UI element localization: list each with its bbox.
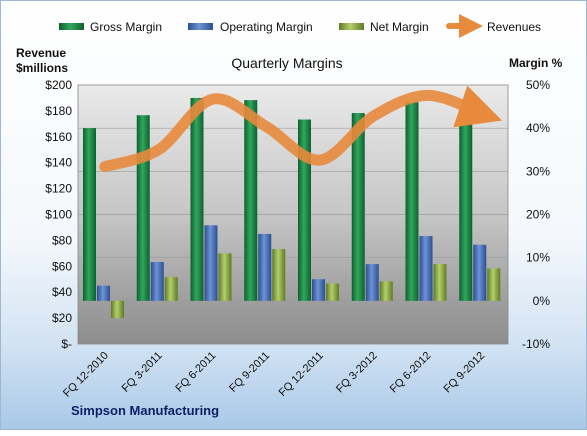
revenues-point-fq-9-2012 [480,112,482,114]
bar-net-margin-fq-6-2012 [433,264,447,301]
legend-label-net-margin: Net Margin [370,20,429,34]
bar-operating-margin-fq-6-2011 [204,225,218,301]
right-tick-label: 10% [526,251,550,265]
bar-net-margin-fq-3-2011 [164,277,178,301]
x-tick-label: FQ 6-2012 [388,350,434,396]
bar-net-margin-fq-12-2010 [111,300,124,319]
revenues-point-fq-12-2011 [319,159,321,161]
left-tick-label: $60 [52,259,72,273]
bar-gross-margin-fq-9-2012 [459,113,473,301]
right-tick-label: 40% [526,121,550,135]
x-tick-label: FQ 3-2012 [334,350,380,396]
bar-operating-margin-fq-12-2010 [97,285,110,301]
right-axis-title: Margin % [509,56,563,70]
legend-item-gross-margin: Gross Margin [59,20,162,34]
left-tick-label: $100 [45,208,72,222]
x-tick-label: FQ 9-2011 [227,350,272,395]
bar-gross-margin-fq-12-2011 [298,119,311,301]
bar-operating-margin-fq-3-2011 [150,261,164,301]
bar-operating-margin-fq-12-2011 [312,279,325,301]
x-tick-label: FQ 12-2010 [61,350,111,400]
right-tick-label: 0% [533,294,551,308]
bar-operating-margin-fq-3-2012 [365,264,379,301]
bar-gross-margin-fq-3-2012 [351,113,365,301]
x-tick-label: FQ 3-2011 [120,350,165,395]
footer-company-name: Simpson Manufacturing [71,403,219,418]
left-tick-label: $140 [45,156,72,170]
left-tick-label: $- [61,337,72,351]
revenues-point-fq-3-2012 [373,115,375,117]
bar-operating-margin-fq-6-2012 [419,236,433,301]
left-tick-label: $160 [45,130,72,144]
x-tick-label: FQ 9-2012 [442,350,488,396]
chart-title: Quarterly Margins [231,55,342,71]
revenues-point-fq-12-2010 [104,166,106,168]
right-tick-label: -10% [522,337,550,351]
legend-item-operating-margin: Operating Margin [188,20,313,34]
bar-gross-margin-fq-6-2012 [405,102,419,301]
bar-net-margin-fq-9-2011 [272,249,286,301]
bar-gross-margin-fq-6-2011 [190,97,204,301]
legend-label-gross-margin: Gross Margin [90,20,162,34]
x-tick-label: FQ 6-2011 [173,350,218,395]
revenues-point-fq-6-2011 [211,98,213,100]
bar-net-margin-fq-3-2012 [379,281,393,301]
left-tick-label: $40 [52,285,72,299]
bar-gross-margin-fq-9-2011 [244,100,258,301]
bar-operating-margin-fq-9-2011 [258,233,272,301]
legend-item-revenues: Revenues [446,14,541,38]
revenues-point-fq-3-2011 [158,149,160,151]
left-axis-title-line2: $millions [16,61,68,75]
right-tick-label: 20% [526,208,550,222]
bar-gross-margin-fq-12-2010 [83,128,96,301]
revenues-line [99,85,502,173]
legend: Gross Margin Operating Margin Net Margin… [59,14,541,38]
x-tick-label: FQ 12-2011 [277,350,326,399]
left-tick-label: $180 [45,104,72,118]
right-tick-label: 50% [526,78,550,92]
bar-gross-margin-fq-3-2011 [136,115,150,301]
legend-label-operating-margin: Operating Margin [220,20,313,34]
left-tick-label: $200 [45,78,72,92]
bar-net-margin-fq-6-2011 [218,253,232,301]
left-tick-label: $80 [52,233,72,247]
left-axis-title-line1: Revenue [16,46,66,60]
bar-operating-margin-fq-9-2012 [473,244,487,301]
bar-net-margin-fq-9-2012 [487,268,501,301]
legend-label-revenues: Revenues [487,20,541,34]
left-tick-label: $20 [52,311,72,325]
bar-net-margin-fq-12-2011 [326,283,339,301]
right-tick-label: 30% [526,164,550,178]
revenues-point-fq-9-2011 [265,125,267,127]
left-tick-label: $120 [45,182,72,196]
legend-item-net-margin: Net Margin [339,20,429,34]
revenues-point-fq-6-2012 [426,94,428,96]
